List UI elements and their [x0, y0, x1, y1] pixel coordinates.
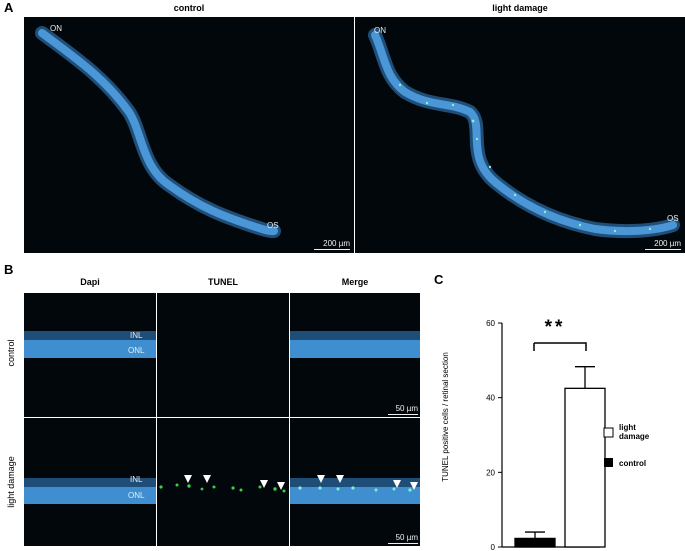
tunel-positive-cells: [298, 486, 412, 492]
arrowhead-icon: [410, 482, 418, 490]
scale-bar-line: [388, 543, 418, 544]
arrowhead-icon: [336, 475, 344, 483]
arrowhead-icon: [184, 475, 192, 483]
inl-label: INL: [130, 475, 143, 484]
significance-bracket: [533, 342, 587, 351]
arrowhead-markers: [184, 475, 285, 490]
control-merge-image: 50 µm: [290, 293, 420, 417]
ora-serrata-label: OS: [267, 221, 279, 230]
panel-a-col-light-damage: light damage: [492, 3, 548, 13]
y-tick-label: 60: [486, 319, 495, 328]
panel-a-light-damage-image: ON OS 200 µm: [355, 17, 685, 253]
arrowhead-icon: [260, 480, 268, 488]
arrowhead-icon: [277, 482, 285, 490]
scale-bar-line: [645, 249, 681, 250]
onl-label: ONL: [128, 346, 145, 355]
panel-b-col-tunel: TUNEL: [208, 277, 238, 287]
panel-b-letter: B: [4, 262, 14, 277]
panel-b-col-dapi: Dapi: [80, 277, 100, 287]
scale-bar: 50 µm: [388, 533, 418, 544]
light-damage-merge-image: 50 µm: [290, 418, 420, 546]
bar-light-damage: [564, 387, 606, 548]
control-dapi-image: INL ONL: [24, 293, 156, 417]
scale-bar-line: [388, 414, 418, 415]
tunel-signal: [159, 475, 286, 493]
scale-bar: 50 µm: [388, 404, 418, 415]
legend-light-damage-label: light damage: [619, 423, 650, 441]
y-axis-label: TUNEL positive cells / retinal section: [441, 352, 450, 482]
tunel-positive-cells: [398, 83, 652, 233]
tunel-bar-chart: 0 20 40 60 TUNEL positive cells / retinal s…: [441, 317, 650, 551]
control-retina-whole-section: [35, 26, 281, 239]
light-damage-dapi-image: INL ONL: [24, 418, 156, 546]
tunel-positive-cells: [159, 483, 286, 493]
bar-control: [514, 537, 556, 548]
row-label-control: control: [6, 339, 16, 367]
optic-nerve-label: ON: [374, 26, 386, 35]
light-damage-tunel-image: [157, 418, 289, 546]
panel-a-col-control: control: [173, 3, 205, 13]
optic-nerve-label: ON: [50, 24, 62, 33]
row-label-light-damage: light damage: [6, 456, 16, 508]
significance-marker: **: [545, 317, 566, 338]
arrowhead-icon: [203, 475, 211, 483]
scale-bar: 200 µm: [314, 239, 350, 250]
legend-control-swatch: [604, 458, 613, 467]
arrowhead-markers: [317, 475, 418, 490]
scale-bar: 200 µm: [645, 239, 681, 250]
ora-serrata-label: OS: [667, 214, 679, 223]
y-tick-label: 20: [486, 468, 495, 477]
panel-c-letter: C: [434, 272, 444, 287]
arrowhead-icon: [317, 475, 325, 483]
legend-control-label: control: [619, 459, 646, 468]
scale-bar-label: 50 µm: [395, 404, 418, 413]
inl-label: INL: [130, 331, 143, 340]
arrowhead-icon: [393, 480, 401, 488]
y-tick-label: 40: [486, 394, 495, 403]
scale-bar-label: 200 µm: [323, 239, 350, 248]
panel-a-control-image: ON OS 200 µm: [24, 17, 354, 253]
scale-bar-label: 200 µm: [654, 239, 681, 248]
scale-bar-label: 50 µm: [395, 533, 418, 542]
panel-a-letter: A: [4, 0, 14, 15]
panel-b-col-merge: Merge: [341, 277, 369, 287]
onl-label: ONL: [128, 491, 145, 500]
scale-bar-line: [314, 249, 350, 250]
control-tunel-image: [157, 293, 289, 417]
y-tick-label: 0: [491, 543, 496, 551]
merge-tunel-overlay: [298, 475, 418, 492]
light-damage-retina-whole-section: [368, 28, 680, 239]
legend-light-damage-swatch: [603, 427, 614, 438]
